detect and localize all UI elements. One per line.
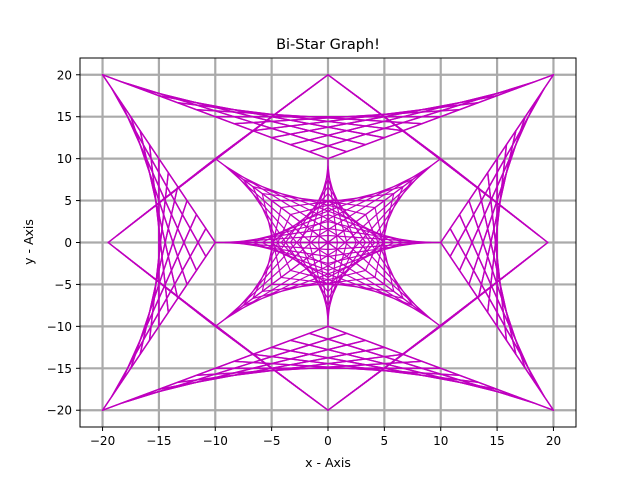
y-tick-label-2: −10 (47, 320, 72, 334)
y-tick-label-3: −5 (54, 278, 72, 292)
x-tick-label-3: −5 (263, 434, 281, 448)
y-tick-label-0: −20 (47, 404, 72, 418)
star-b-line-181 (214, 325, 329, 411)
x-tick-label-5: 5 (381, 434, 389, 448)
star-a-line-77 (327, 325, 555, 411)
star-b-mesh-line-270 (346, 228, 423, 313)
plot-lines (101, 74, 555, 411)
star-b-line-129 (327, 74, 442, 160)
star-b-mesh-line-271 (336, 235, 432, 320)
y-axis-label: y - Axis (21, 219, 36, 265)
y-tick-label-6: 10 (57, 152, 72, 166)
chart-title: Bi-Star Graph! (276, 37, 380, 53)
x-tick-label-6: 10 (433, 434, 448, 448)
star-b-mesh-line-311 (327, 158, 442, 243)
star-b-mesh-line-309 (308, 172, 423, 230)
x-tick-label-1: −15 (146, 434, 171, 448)
star-a-line-103 (101, 241, 216, 411)
star-a-line-51 (440, 74, 555, 244)
star-b-mesh-line-283 (233, 255, 348, 313)
star-b-line-207 (107, 157, 216, 244)
y-tick-label-5: 5 (64, 194, 72, 208)
star-b-mesh-line-296 (233, 172, 310, 257)
y-tick-label-8: 20 (57, 68, 72, 82)
star-a-line-49 (458, 102, 536, 272)
x-tick-label-0: −20 (90, 434, 115, 448)
star-a-line-25 (101, 74, 329, 160)
star-b-mesh-line-297 (224, 165, 320, 250)
star-a-line-24 (120, 81, 348, 153)
star-b-line-155 (440, 241, 549, 328)
y-tick-label-1: −15 (47, 362, 72, 376)
x-tick-label-8: 20 (546, 434, 561, 448)
star-a-line-101 (120, 213, 198, 383)
x-axis-label: x - Axis (305, 455, 351, 470)
x-tick-label-7: 15 (489, 434, 504, 448)
star-a-line-23 (139, 88, 367, 146)
star-a-line-102 (111, 227, 207, 397)
star-b-mesh-line-284 (224, 248, 338, 320)
star-a-line-75 (289, 339, 517, 397)
x-tick-label-2: −10 (203, 434, 228, 448)
x-ticks: −20 −15 −10 −5 0 5 10 15 20 (90, 427, 561, 448)
y-tick-label-7: 15 (57, 110, 72, 124)
star-a-line-50 (449, 88, 545, 258)
x-tick-label-4: 0 (324, 434, 332, 448)
y-ticks: −20 −15 −10 −5 0 5 10 15 20 (47, 68, 80, 418)
y-tick-label-4: 0 (64, 236, 72, 250)
star-a-line-76 (308, 332, 536, 404)
star-b-mesh-line-310 (318, 165, 432, 237)
